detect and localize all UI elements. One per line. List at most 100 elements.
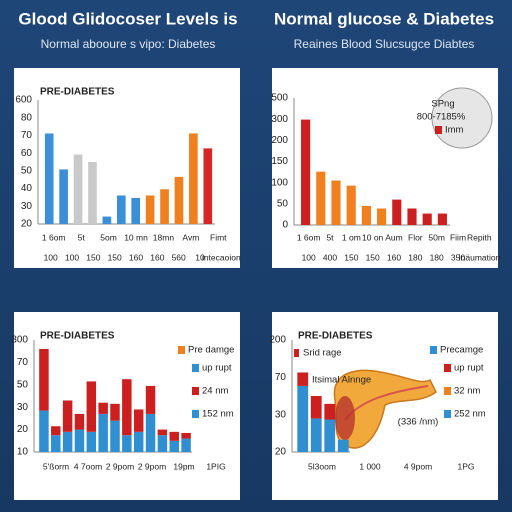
y-tick-label: 200 — [271, 135, 288, 146]
bar-segment — [169, 431, 179, 441]
x-tick-label: 5l3oom — [308, 461, 336, 471]
x-tick-label: 1PG — [457, 461, 474, 471]
y-tick-label: 80 — [21, 112, 33, 123]
legend-label: up rupt — [202, 363, 232, 374]
y-tick-label: 50 — [17, 379, 29, 390]
bar — [377, 208, 387, 225]
x-tick-label: Fiim — [450, 232, 466, 242]
y-tick-label: 30 — [275, 409, 287, 420]
x-tick-label: 560 — [172, 252, 186, 262]
bar — [392, 199, 402, 225]
bar-segment — [133, 431, 144, 452]
legend-swatch — [192, 364, 199, 372]
legend-swatch — [178, 346, 185, 354]
x-tick-label: Repith — [467, 232, 492, 242]
legend-label: up rupt — [454, 363, 484, 374]
bar-segment — [110, 403, 120, 421]
left-subtitle: Normal abooure s vipo: Diabetes — [41, 37, 216, 51]
y-tick-label: 200 — [269, 335, 286, 346]
bar — [331, 180, 341, 225]
x-tick-label: 350 — [451, 252, 465, 262]
x-tick-label: 5om — [100, 232, 117, 242]
x-tick-label: intecaoion — [202, 252, 241, 262]
x-tick-label: 5t — [78, 232, 86, 242]
y-tick-label: 60 — [21, 148, 33, 159]
y-tick-label: 30 — [21, 201, 33, 212]
pancreas-illustration — [333, 369, 437, 449]
x-tick-label: Fimt — [210, 232, 227, 242]
bar-segment — [110, 420, 120, 452]
x-tick-label: 180 — [430, 252, 444, 262]
y-tick-label: 70 — [21, 130, 33, 141]
legend-swatch — [435, 126, 442, 134]
chart-title: PRE-DIABETES — [298, 331, 373, 342]
legend-swatch — [192, 410, 199, 418]
bar — [160, 189, 169, 224]
bar — [437, 213, 447, 225]
y-tick-label: 100 — [271, 177, 288, 188]
bar-segment — [62, 400, 73, 432]
bar-segment — [86, 381, 97, 432]
bar — [346, 185, 356, 225]
x-tick-label: 180 — [408, 252, 422, 262]
x-tick-label: 400 — [323, 252, 337, 262]
legend-label: 24 nm — [202, 386, 228, 397]
pancreas-head — [335, 396, 355, 440]
legend-label: 32 nm — [454, 386, 480, 397]
bar-segment — [157, 429, 168, 436]
chart-title: PRE-DIABETES — [40, 87, 115, 98]
x-tick-label: 100 — [65, 252, 79, 262]
y-tick-label: 30 — [17, 402, 29, 413]
legend-label: 152 nm — [202, 409, 234, 420]
bar-segment — [181, 438, 191, 452]
bar — [73, 154, 83, 224]
bar-segment — [74, 413, 85, 430]
x-tick-label: 160 — [129, 252, 143, 262]
legend-swatch — [444, 387, 451, 395]
x-tick-label: Inäumation — [458, 252, 500, 262]
annotation: Itsimal Alnnge — [312, 375, 371, 386]
bar — [145, 195, 155, 224]
bar-segment — [86, 431, 97, 452]
bar — [422, 213, 432, 225]
legend-label: Imm — [445, 125, 464, 136]
y-tick-label: 50 — [21, 165, 33, 176]
bar — [301, 119, 311, 225]
bar-segment — [39, 410, 49, 452]
bar — [316, 171, 326, 225]
bar-segment — [181, 432, 191, 439]
bar — [407, 208, 417, 225]
annotation: Srid rage — [303, 348, 342, 359]
x-tick-label: 4 7oom — [74, 461, 102, 471]
legend-label: 252 nm — [454, 409, 486, 420]
x-tick-label: 10 mn — [124, 232, 148, 242]
legend-label: Pre damge — [188, 345, 234, 356]
y-tick-label: 600 — [15, 95, 32, 106]
x-tick-label: 1 om — [342, 232, 361, 242]
x-tick-label: 2 9pom — [106, 461, 134, 471]
y-tick-label: 20 — [275, 447, 287, 458]
y-tick-label: 70 — [275, 372, 287, 383]
bar-segment — [310, 396, 322, 419]
bar-segment — [74, 429, 85, 452]
legend-label: Precamge — [440, 345, 483, 356]
y-tick-label: 40 — [21, 183, 33, 194]
x-tick-label: 100 — [44, 252, 58, 262]
y-tick-label: 50 — [277, 198, 289, 209]
bar-segment — [310, 418, 322, 452]
bar-segment — [39, 348, 49, 411]
y-tick-label: 70 — [17, 357, 29, 368]
bar-segment — [51, 435, 61, 452]
legend-swatch — [444, 410, 451, 418]
x-tick-label: 19pm — [173, 461, 194, 471]
legend-swatch — [294, 349, 299, 357]
y-tick-label: 20 — [21, 219, 33, 230]
right-title: Normal glucose & Diabetes — [274, 9, 494, 28]
x-tick-label: Avm — [182, 232, 199, 242]
x-tick-label: 5'ßorm — [43, 461, 69, 471]
bar-segment — [133, 409, 144, 432]
bar-segment — [51, 426, 61, 436]
bar — [44, 133, 54, 224]
bar-segment — [145, 385, 156, 414]
bar-segment — [157, 435, 168, 452]
